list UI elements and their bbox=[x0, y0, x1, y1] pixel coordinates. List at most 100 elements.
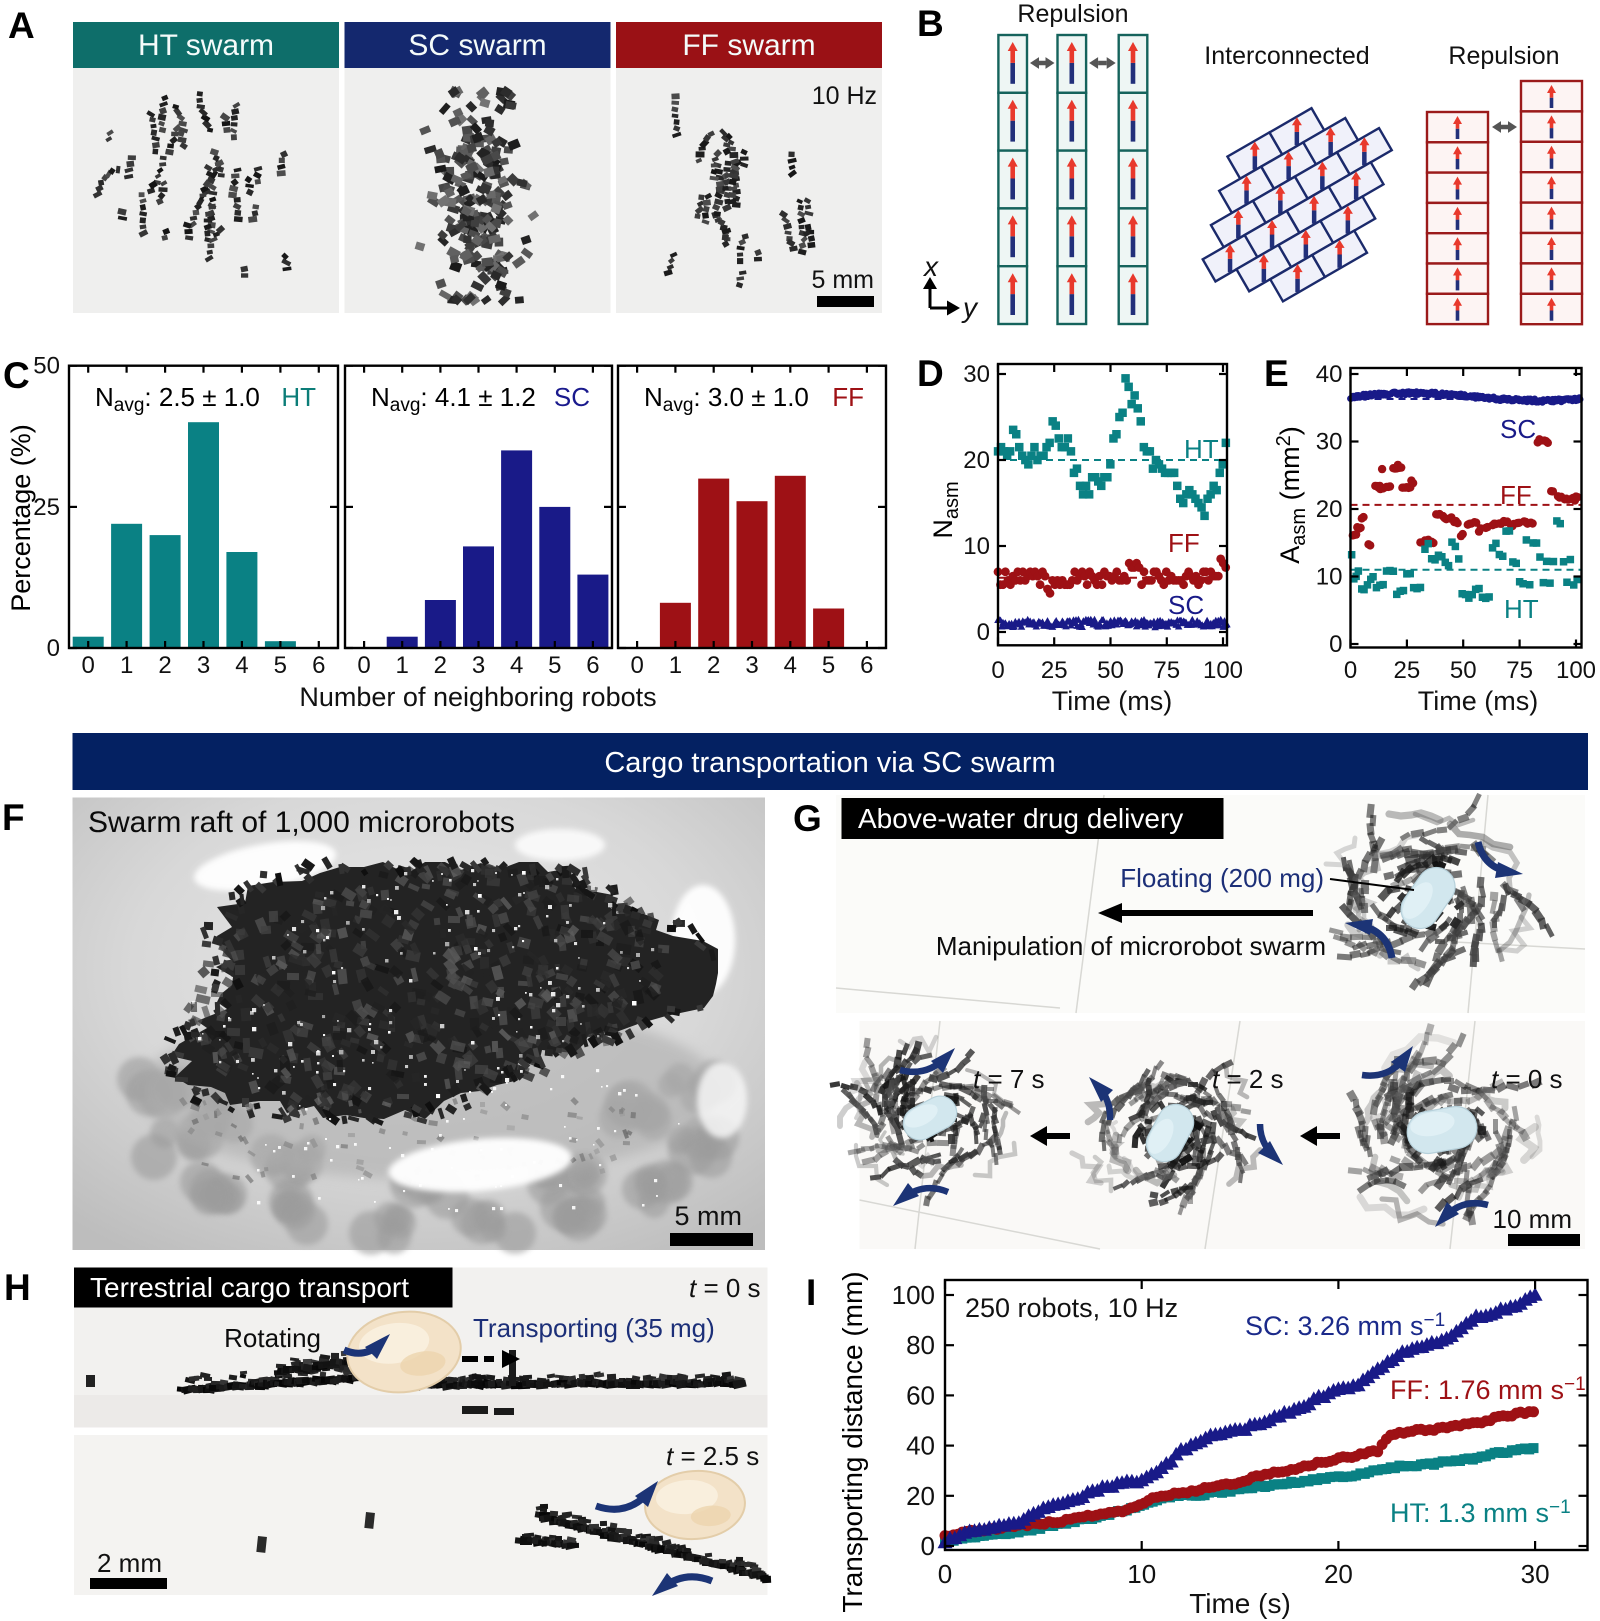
svg-text:FF: FF bbox=[832, 382, 864, 412]
svg-text:Transporting (35 mg): Transporting (35 mg) bbox=[473, 1313, 715, 1343]
svg-text:40: 40 bbox=[906, 1431, 935, 1461]
svg-text:20: 20 bbox=[963, 447, 990, 474]
svg-text:SC: SC bbox=[554, 382, 590, 412]
svg-text:t = 2.5 s: t = 2.5 s bbox=[666, 1441, 759, 1471]
svg-text:1: 1 bbox=[396, 652, 409, 679]
svg-text:20: 20 bbox=[906, 1481, 935, 1511]
svg-text:2: 2 bbox=[158, 652, 171, 679]
svg-text:D: D bbox=[917, 353, 944, 394]
svg-text:50: 50 bbox=[1097, 657, 1124, 684]
svg-text:20: 20 bbox=[1324, 1559, 1353, 1589]
svg-text:Rotating: Rotating bbox=[224, 1323, 321, 1353]
svg-text:HT: 1.3 mm s−1: HT: 1.3 mm s−1 bbox=[1390, 1497, 1571, 1528]
svg-text:20: 20 bbox=[1316, 496, 1343, 523]
svg-text:30: 30 bbox=[963, 361, 990, 388]
svg-text:Percentage (%): Percentage (%) bbox=[6, 424, 36, 612]
svg-text:100: 100 bbox=[892, 1280, 935, 1310]
svg-text:0: 0 bbox=[977, 619, 990, 646]
svg-text:4: 4 bbox=[235, 652, 248, 679]
svg-text:5 mm: 5 mm bbox=[675, 1201, 743, 1231]
svg-text:40: 40 bbox=[1316, 361, 1343, 388]
svg-text:x: x bbox=[922, 251, 939, 282]
svg-text:Above-water drug delivery: Above-water drug delivery bbox=[858, 803, 1183, 834]
svg-text:t = 2 s: t = 2 s bbox=[1212, 1064, 1284, 1094]
svg-text:100: 100 bbox=[1203, 657, 1243, 684]
svg-text:100: 100 bbox=[1556, 657, 1596, 684]
svg-text:B: B bbox=[917, 3, 944, 44]
svg-text:Cargo transportation via SC sw: Cargo transportation via SC swarm bbox=[604, 747, 1055, 779]
svg-text:1: 1 bbox=[120, 652, 133, 679]
svg-text:5: 5 bbox=[274, 652, 287, 679]
svg-text:0: 0 bbox=[47, 635, 60, 662]
svg-text:FF swarm: FF swarm bbox=[682, 29, 815, 62]
svg-text:Repulsion: Repulsion bbox=[1448, 42, 1559, 70]
svg-text:30: 30 bbox=[1521, 1559, 1550, 1589]
svg-text:Navg: 3.0 ± 1.0: Navg: 3.0 ± 1.0 bbox=[644, 382, 809, 416]
svg-text:C: C bbox=[3, 355, 30, 396]
svg-text:80: 80 bbox=[906, 1330, 935, 1360]
svg-text:Transporting distance (mm): Transporting distance (mm) bbox=[837, 1271, 868, 1612]
svg-text:75: 75 bbox=[1506, 657, 1533, 684]
svg-text:6: 6 bbox=[586, 652, 599, 679]
svg-text:t = 0 s: t = 0 s bbox=[1491, 1064, 1563, 1094]
svg-text:Floating (200 mg): Floating (200 mg) bbox=[1120, 863, 1324, 893]
svg-text:t = 7 s: t = 7 s bbox=[973, 1064, 1045, 1094]
svg-text:FF: FF bbox=[1168, 528, 1200, 558]
svg-text:Time (ms): Time (ms) bbox=[1418, 686, 1538, 716]
svg-text:250 robots, 10 Hz: 250 robots, 10 Hz bbox=[965, 1293, 1178, 1323]
svg-text:30: 30 bbox=[1316, 429, 1343, 456]
svg-text:SC: SC bbox=[1168, 590, 1204, 620]
svg-text:Time (s): Time (s) bbox=[1189, 1588, 1291, 1619]
svg-text:5 mm: 5 mm bbox=[812, 266, 875, 294]
svg-text:Repulsion: Repulsion bbox=[1017, 0, 1128, 28]
svg-text:5: 5 bbox=[548, 652, 561, 679]
svg-text:HT: HT bbox=[1184, 434, 1219, 464]
svg-text:50: 50 bbox=[33, 353, 60, 380]
svg-text:4: 4 bbox=[784, 652, 797, 679]
svg-text:2: 2 bbox=[434, 652, 447, 679]
svg-text:HT: HT bbox=[281, 382, 316, 412]
svg-text:HT: HT bbox=[1504, 594, 1539, 624]
svg-text:Terrestrial cargo transport: Terrestrial cargo transport bbox=[90, 1272, 409, 1303]
svg-text:3: 3 bbox=[472, 652, 485, 679]
svg-text:F: F bbox=[2, 797, 25, 838]
svg-text:SC swarm: SC swarm bbox=[408, 29, 546, 62]
svg-text:A: A bbox=[8, 5, 35, 46]
svg-text:FF: FF bbox=[1500, 480, 1532, 510]
svg-text:10: 10 bbox=[963, 533, 990, 560]
svg-text:25: 25 bbox=[1041, 657, 1068, 684]
svg-text:25: 25 bbox=[1394, 657, 1421, 684]
svg-text:0: 0 bbox=[991, 657, 1004, 684]
svg-text:4: 4 bbox=[510, 652, 523, 679]
svg-text:1: 1 bbox=[669, 652, 682, 679]
svg-text:E: E bbox=[1264, 353, 1289, 394]
svg-text:0: 0 bbox=[1344, 657, 1357, 684]
svg-text:Time (ms): Time (ms) bbox=[1052, 686, 1172, 716]
svg-text:Swarm raft of 1,000 microrobot: Swarm raft of 1,000 microrobots bbox=[88, 806, 515, 839]
svg-text:10 Hz: 10 Hz bbox=[812, 82, 877, 110]
svg-text:10: 10 bbox=[1127, 1559, 1156, 1589]
svg-text:0: 0 bbox=[921, 1531, 935, 1561]
svg-text:Interconnected: Interconnected bbox=[1204, 42, 1369, 70]
svg-text:10: 10 bbox=[1316, 564, 1343, 591]
svg-text:y: y bbox=[961, 292, 979, 323]
svg-text:t = 0 s: t = 0 s bbox=[689, 1273, 761, 1303]
svg-text:75: 75 bbox=[1153, 657, 1180, 684]
svg-text:50: 50 bbox=[1450, 657, 1477, 684]
svg-text:H: H bbox=[4, 1267, 31, 1308]
svg-text:3: 3 bbox=[745, 652, 758, 679]
svg-text:2 mm: 2 mm bbox=[97, 1548, 162, 1578]
svg-text:Number of neighboring robots: Number of neighboring robots bbox=[299, 682, 656, 712]
svg-text:0: 0 bbox=[938, 1559, 952, 1589]
svg-text:5: 5 bbox=[822, 652, 835, 679]
svg-text:6: 6 bbox=[860, 652, 873, 679]
svg-text:SC: SC bbox=[1500, 414, 1536, 444]
svg-text:0: 0 bbox=[357, 652, 370, 679]
svg-text:0: 0 bbox=[82, 652, 95, 679]
svg-text:SC: 3.26 mm s−1: SC: 3.26 mm s−1 bbox=[1245, 1310, 1445, 1341]
svg-text:25: 25 bbox=[33, 494, 60, 521]
svg-text:Manipulation of microrobot swa: Manipulation of microrobot swarm bbox=[936, 931, 1326, 961]
svg-text:Navg: 2.5 ± 1.0: Navg: 2.5 ± 1.0 bbox=[95, 382, 260, 416]
svg-text:I: I bbox=[806, 1272, 816, 1313]
svg-text:2: 2 bbox=[707, 652, 720, 679]
